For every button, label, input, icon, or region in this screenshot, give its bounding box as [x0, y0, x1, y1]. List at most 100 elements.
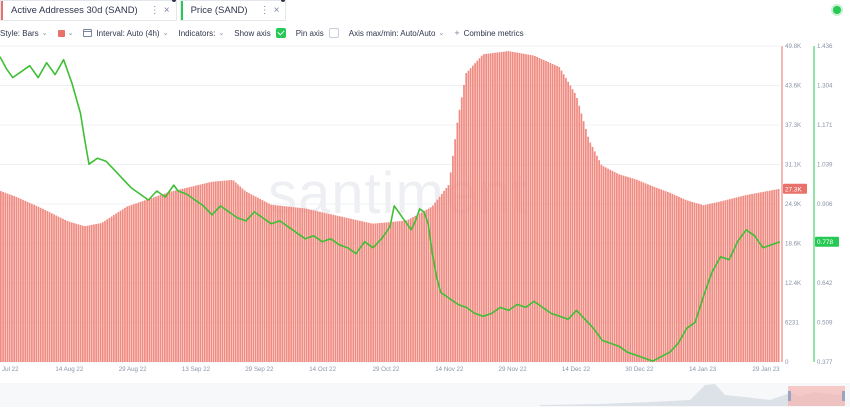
active-addresses-bar	[241, 188, 244, 362]
x-tick-label: 29 Oct 22	[373, 366, 400, 373]
active-addresses-bar	[234, 182, 237, 362]
active-addresses-bar	[394, 221, 397, 362]
show-axis-checkbox[interactable]	[275, 28, 286, 38]
active-addresses-bar	[263, 201, 266, 362]
active-addresses-bar	[93, 224, 95, 362]
active-addresses-bar	[414, 215, 417, 362]
active-addresses-bar	[695, 203, 698, 362]
pin-axis-toggle[interactable]: Pin axis	[296, 28, 339, 38]
active-addresses-bar	[334, 215, 337, 362]
pin-icon[interactable]	[171, 0, 176, 2]
active-addresses-bar	[534, 55, 536, 362]
tab-color-bar	[1, 1, 3, 20]
active-addresses-bar	[4, 192, 7, 362]
active-addresses-bar	[516, 52, 519, 362]
active-addresses-bar	[245, 191, 248, 362]
active-addresses-bar	[288, 206, 290, 362]
show-axis-toggle[interactable]: Show axis	[234, 28, 286, 38]
tab-color-bar	[180, 1, 183, 20]
active-addresses-bar	[485, 53, 488, 363]
tab-price[interactable]: Price (SAND) ⋮ ×	[179, 0, 287, 21]
active-addresses-bar	[613, 172, 616, 362]
close-icon[interactable]: ×	[273, 5, 280, 16]
active-addresses-bar	[232, 180, 235, 362]
pin-icon[interactable]	[281, 0, 286, 2]
x-tick-label: 14 Aug 22	[55, 366, 83, 373]
active-addresses-bar	[471, 65, 474, 362]
price-current-label: 0.778	[817, 239, 833, 246]
active-addresses-bar	[735, 197, 738, 362]
active-addresses-bar	[347, 218, 350, 362]
active-addresses-bar	[618, 174, 620, 362]
active-addresses-bar	[13, 196, 16, 362]
active-addresses-bar	[2, 191, 4, 362]
plus-icon: +	[454, 28, 460, 38]
price-tick-label: 1.171	[817, 122, 833, 129]
active-addresses-bar	[39, 207, 42, 362]
active-addresses-bar	[427, 208, 430, 362]
active-addresses-bar	[24, 200, 27, 362]
style-label: Style: Bars	[0, 28, 39, 38]
active-addresses-bar	[190, 186, 193, 362]
more-options-icon[interactable]: ⋮	[259, 5, 270, 16]
active-addresses-bar	[172, 190, 175, 362]
active-addresses-bar	[223, 180, 226, 362]
tab-active-addresses[interactable]: Active Addresses 30d (SAND) ⋮ ×	[0, 0, 177, 21]
active-addresses-bar	[463, 84, 465, 362]
active-addresses-tick-label: 0	[785, 359, 789, 366]
active-addresses-bar	[418, 213, 421, 362]
interval-dropdown[interactable]: Interval: Auto (4h) ⌄	[83, 29, 168, 38]
active-addresses-bar	[423, 210, 425, 362]
active-addresses-bar	[673, 194, 676, 362]
active-addresses-bar	[469, 68, 472, 363]
style-dropdown[interactable]: Style: Bars ⌄	[0, 29, 48, 38]
active-addresses-bar	[764, 191, 767, 362]
active-addresses-bar	[675, 195, 678, 362]
active-addresses-bar	[489, 53, 492, 363]
active-addresses-bar	[631, 178, 634, 362]
active-addresses-bar	[66, 221, 69, 362]
axis-maxmin-dropdown[interactable]: Axis max/min: Auto/Auto ⌄	[349, 29, 445, 38]
active-addresses-bar	[79, 225, 82, 362]
active-addresses-bar	[689, 201, 691, 362]
range-navigator[interactable]	[0, 383, 850, 407]
active-addresses-bar	[449, 172, 452, 362]
active-addresses-bar	[635, 179, 638, 362]
more-options-icon[interactable]: ⋮	[149, 5, 160, 16]
active-addresses-bar	[704, 204, 707, 362]
active-addresses-tick-label: 6231	[785, 320, 799, 327]
active-addresses-bar	[385, 222, 388, 362]
indicators-label: Indicators:	[178, 28, 216, 38]
active-addresses-bar	[629, 177, 632, 362]
active-addresses-bar	[456, 122, 459, 363]
interval-label: Interval: Auto (4h)	[96, 28, 160, 38]
active-addresses-bar	[401, 220, 403, 362]
active-addresses-bar	[345, 217, 348, 362]
navigator-right-handle	[842, 391, 845, 401]
active-addresses-bar	[715, 202, 718, 362]
indicators-dropdown[interactable]: Indicators: ⌄	[178, 29, 224, 38]
close-icon[interactable]: ×	[163, 5, 170, 16]
active-addresses-bar	[698, 203, 700, 362]
active-addresses-bar	[46, 211, 49, 362]
active-addresses-bar	[208, 182, 211, 362]
x-tick-label: 29 Aug 22	[119, 366, 147, 373]
active-addresses-bar	[257, 197, 259, 362]
active-addresses-bar	[279, 205, 281, 362]
active-addresses-bar	[507, 51, 510, 363]
active-addresses-bar	[600, 164, 603, 362]
active-addresses-bar	[88, 225, 91, 362]
active-addresses-bar	[518, 52, 521, 363]
active-addresses-bar	[121, 209, 124, 362]
price-tick-label: 1.436	[817, 43, 833, 50]
combine-metrics-button[interactable]: + Combine metrics	[454, 28, 523, 38]
x-tick-label: 14 Nov 22	[435, 366, 464, 373]
active-addresses-bar	[760, 192, 762, 362]
color-picker[interactable]: ⌄	[57, 29, 73, 37]
price-tick-label: 0.906	[817, 201, 833, 208]
active-addresses-bar	[711, 203, 714, 362]
active-addresses-bar	[248, 193, 250, 362]
pin-axis-checkbox[interactable]	[328, 28, 339, 38]
active-addresses-bar	[210, 181, 213, 362]
